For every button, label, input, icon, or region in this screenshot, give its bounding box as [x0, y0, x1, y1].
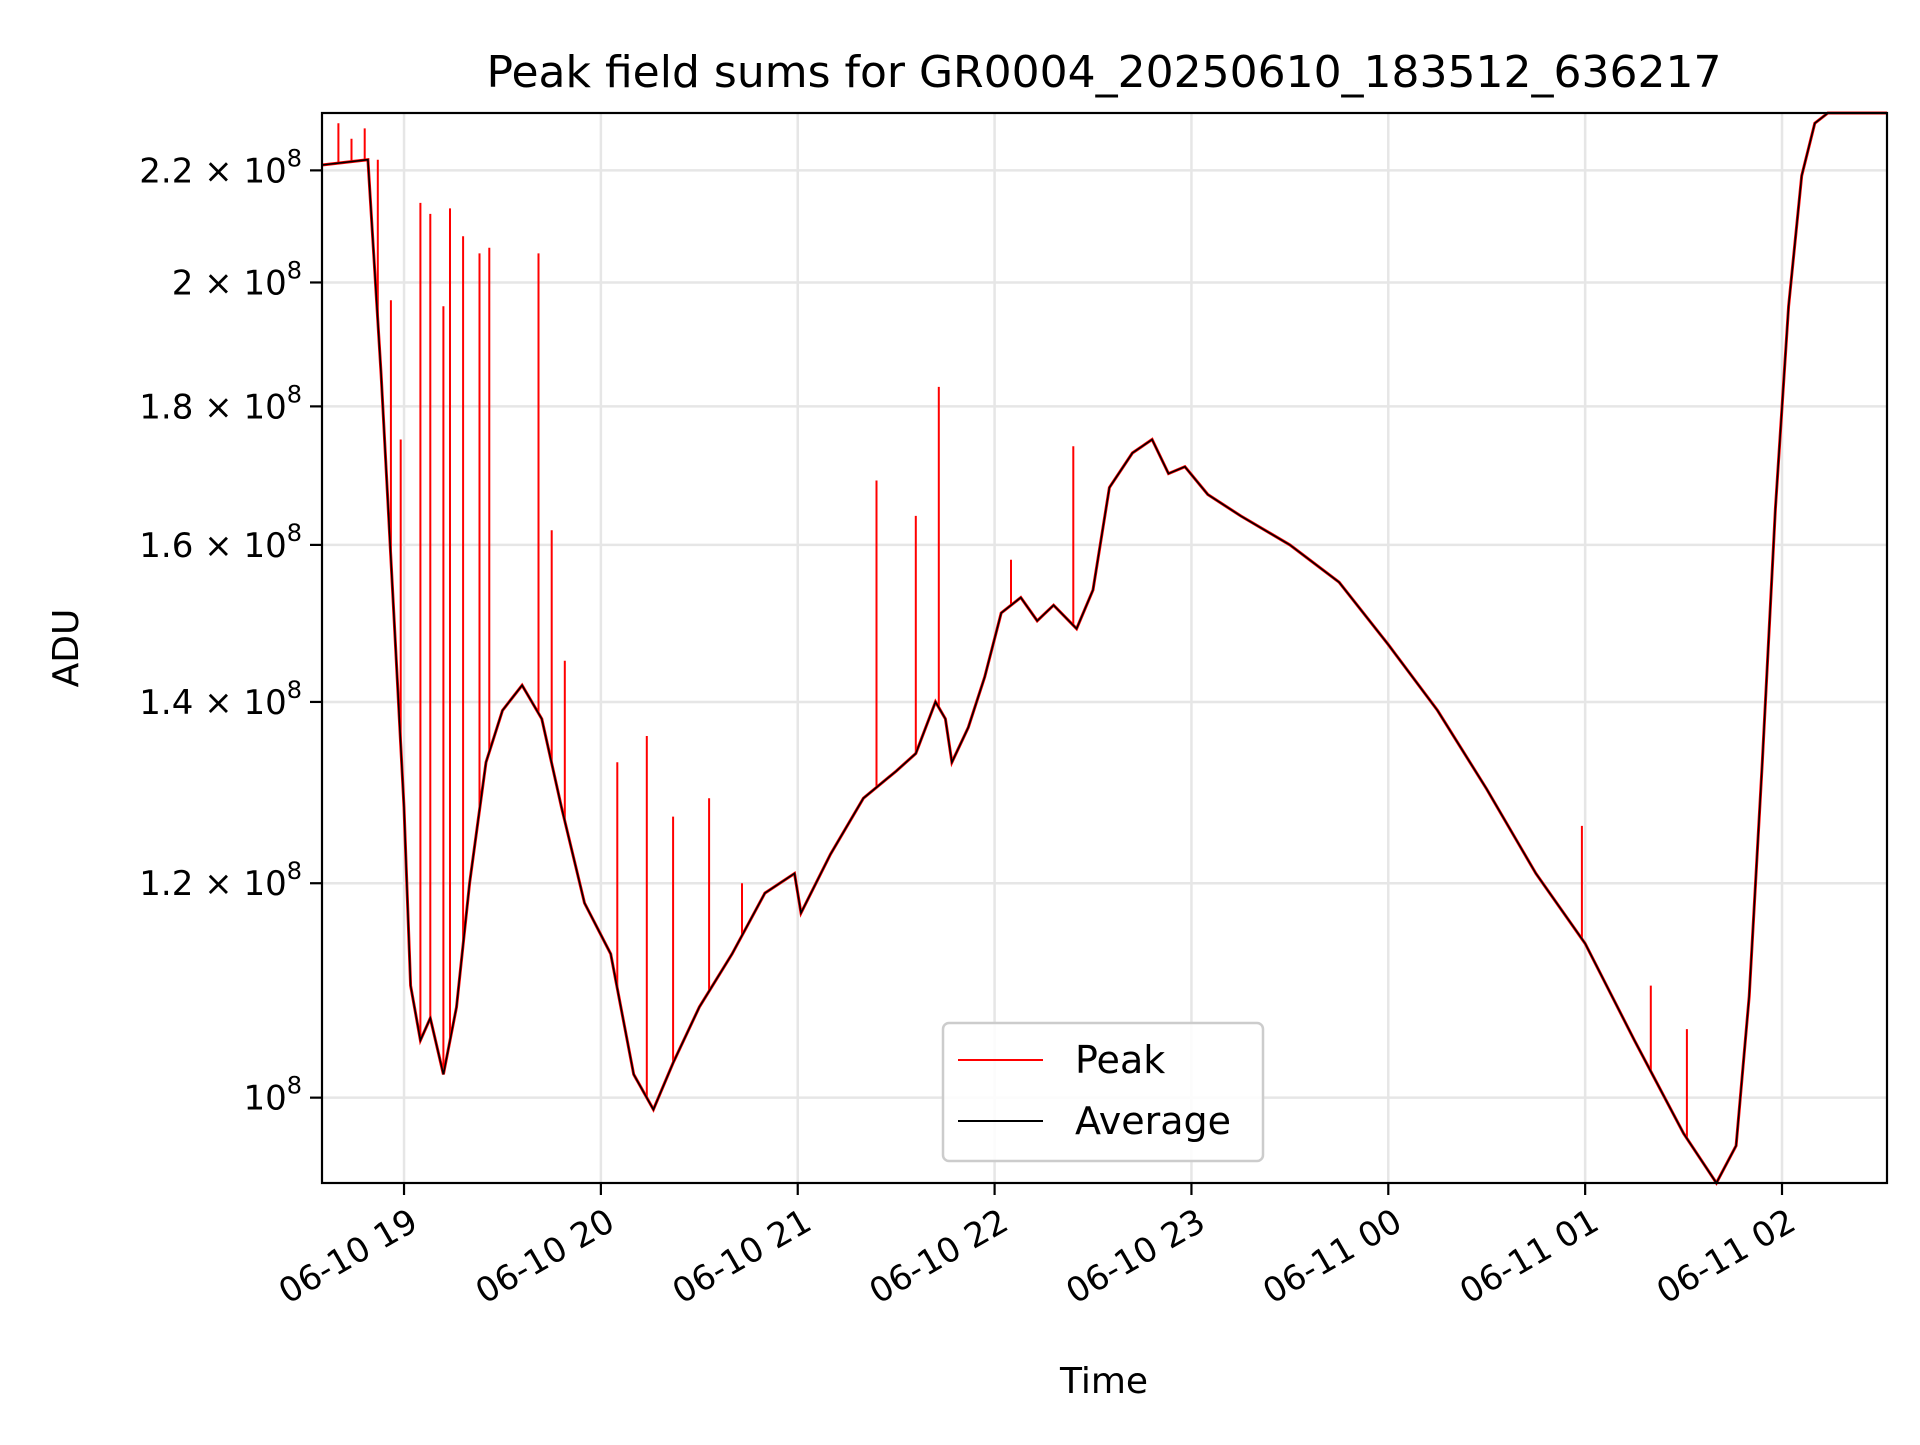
chart-title: Peak field sums for GR0004_20250610_1835…: [487, 47, 1722, 98]
y-tick-label: 2 × 108: [172, 256, 302, 303]
legend: Peak Average: [941, 1021, 1265, 1163]
y-tick-label: 1.8 × 108: [139, 380, 302, 427]
series-average-line: [321, 112, 1887, 1185]
plot-frame: [320, 111, 1889, 1185]
y-tick-label: 1.2 × 108: [139, 857, 302, 904]
y-axis-label: ADU: [46, 609, 87, 688]
legend-peak-label: Peak: [1075, 1038, 1165, 1082]
y-axis-ticks: 108 1.2 × 108 1.4 × 108 1.6 × 108 1.8 × 108 2…: [139, 144, 322, 1119]
y-tick-label: 1.6 × 108: [139, 519, 302, 566]
x-axis-label: Time: [1059, 1361, 1148, 1402]
legend-box: [941, 1021, 1265, 1163]
y-tick-label: 2.2 × 108: [139, 144, 302, 191]
y-tick-label: 108: [243, 1072, 302, 1119]
grid-lines: [322, 113, 1887, 1183]
legend-average-label: Average: [1075, 1099, 1231, 1143]
y-tick-label: 1.4 × 108: [139, 676, 302, 723]
